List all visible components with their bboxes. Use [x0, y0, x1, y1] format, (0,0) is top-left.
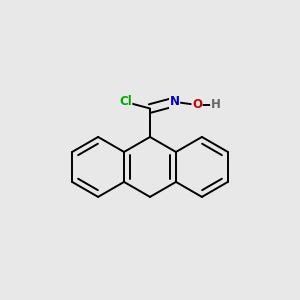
- Text: H: H: [211, 98, 220, 111]
- Text: N: N: [169, 95, 180, 108]
- Text: O: O: [192, 98, 202, 111]
- Text: Cl: Cl: [119, 95, 132, 108]
